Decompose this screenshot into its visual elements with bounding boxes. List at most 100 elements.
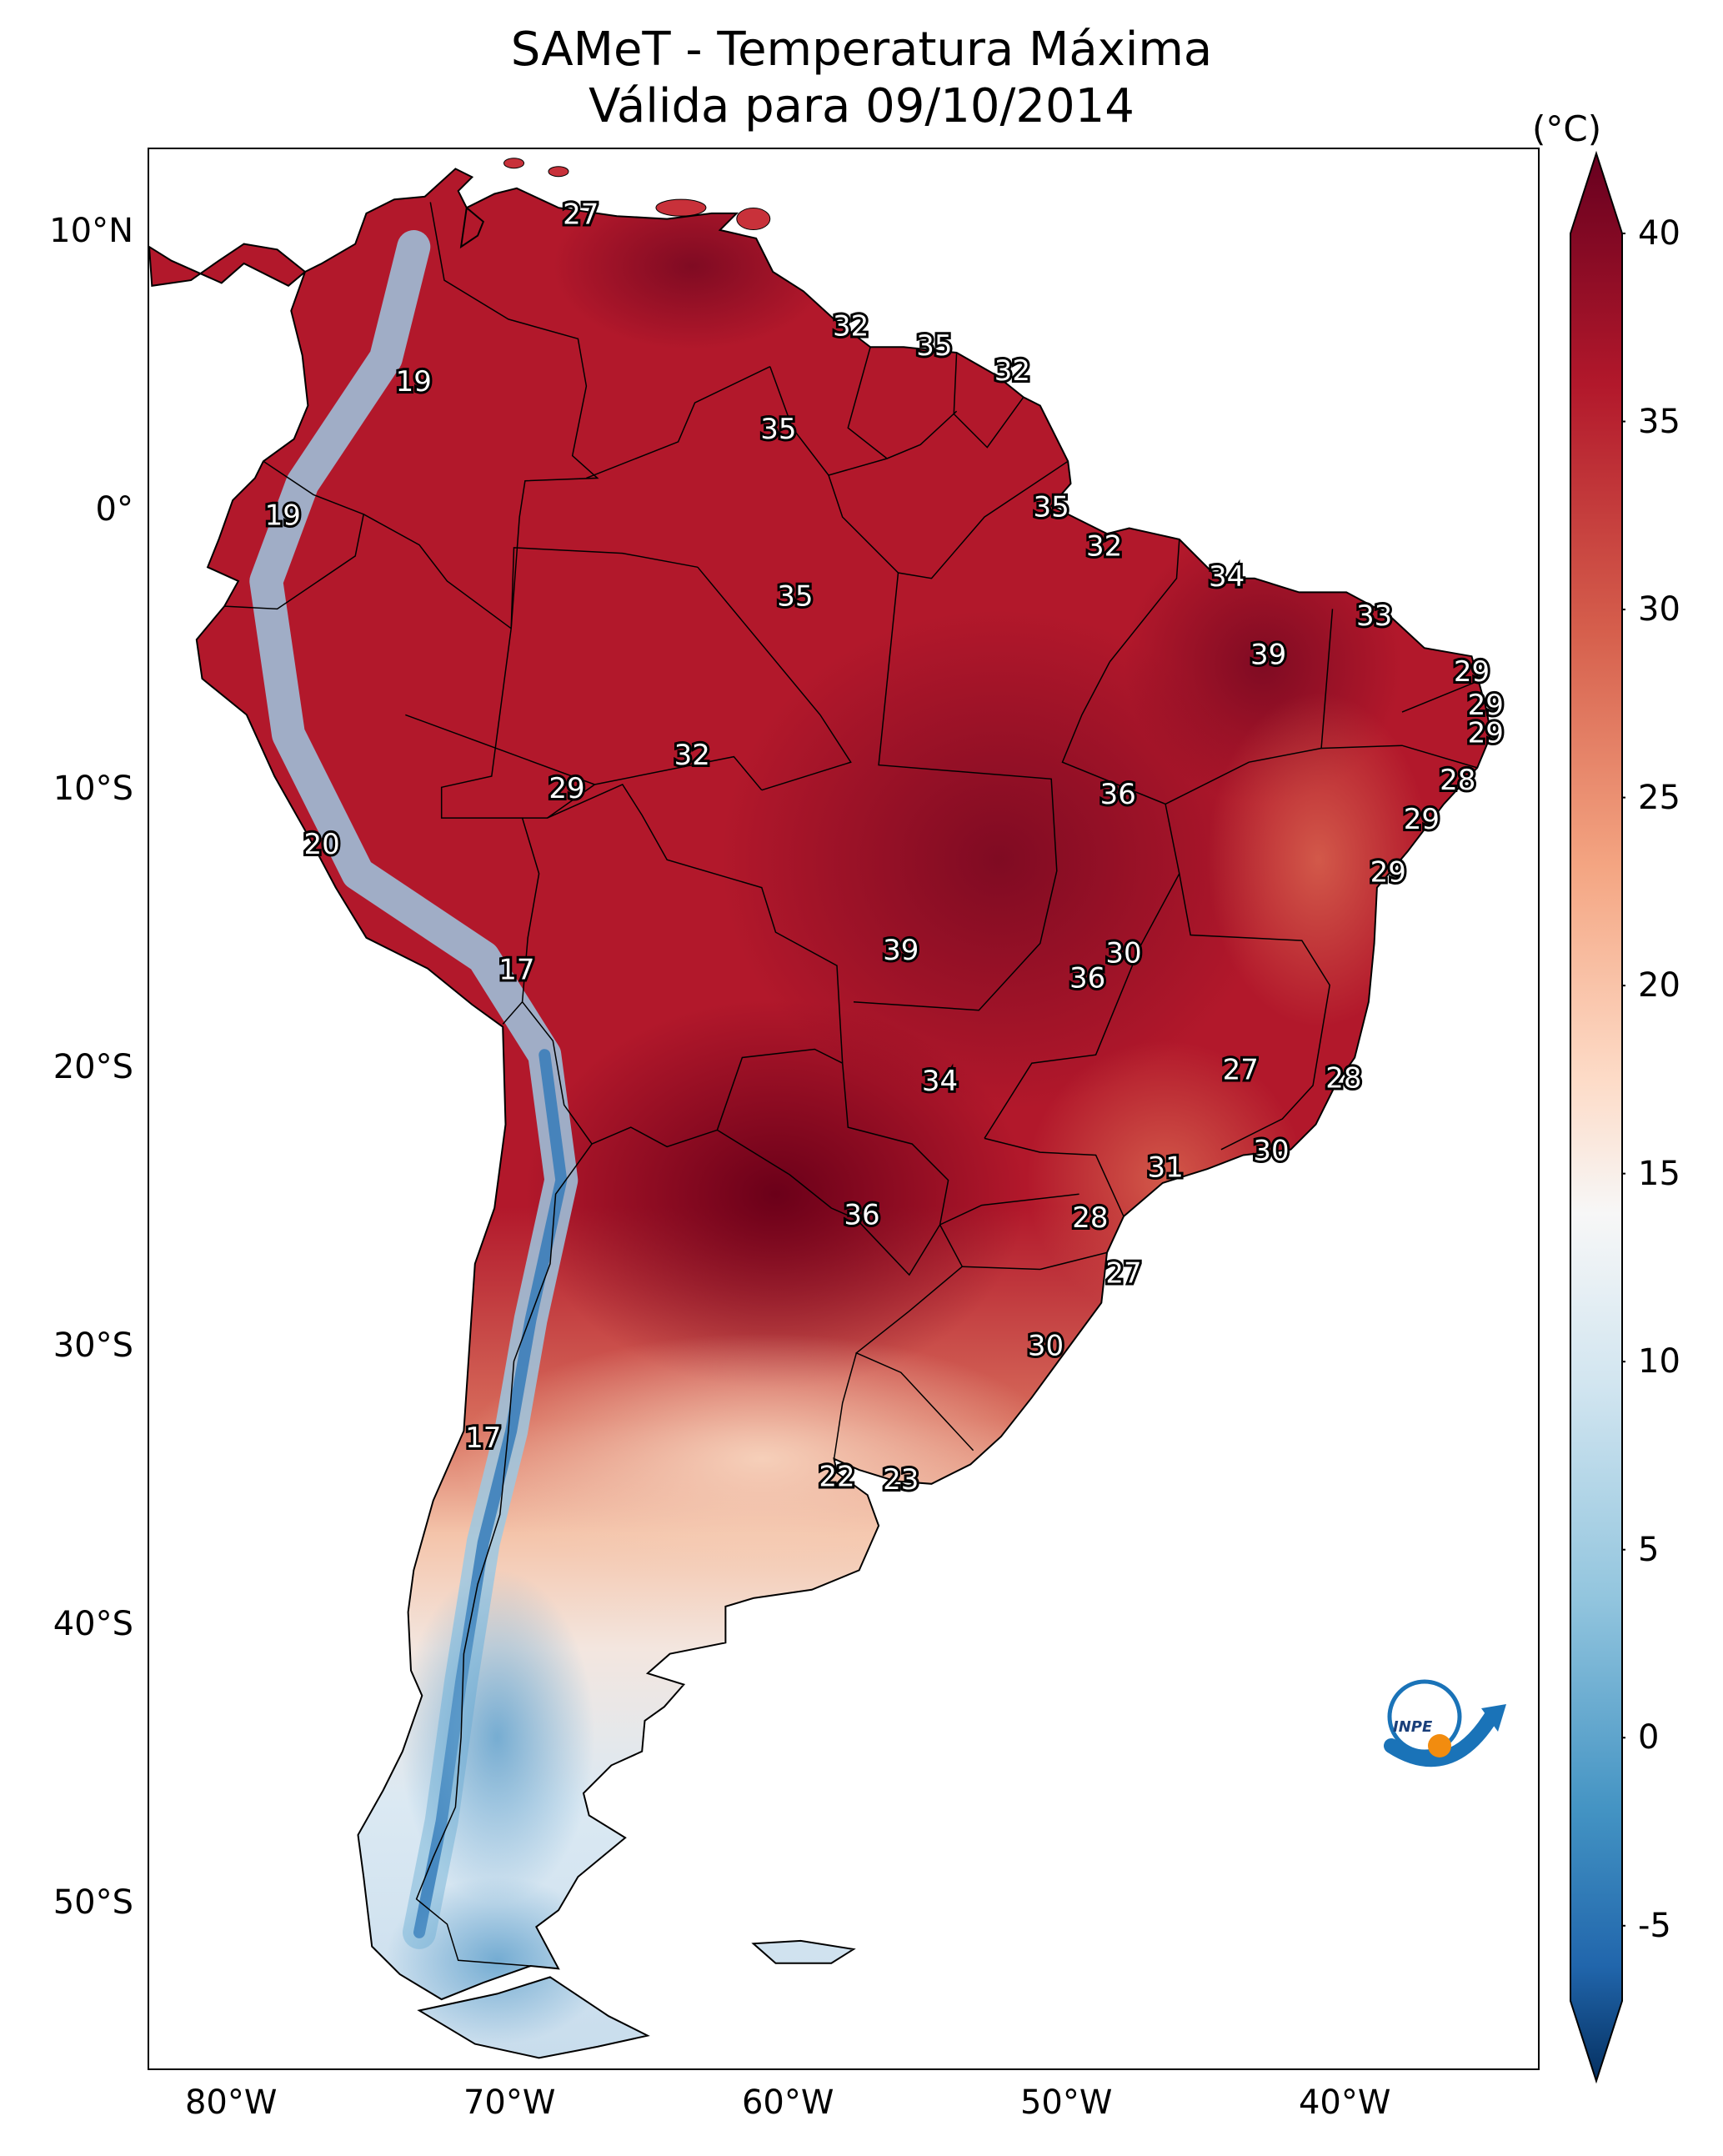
map-title-line1: SAMeT - Temperatura Máxima xyxy=(510,23,1213,77)
latitude-tick-label: 10°N xyxy=(49,212,133,251)
latitude-tick-label: 20°S xyxy=(53,1047,133,1086)
contour-label: 29 xyxy=(1454,655,1490,689)
island xyxy=(655,198,707,217)
country-borders xyxy=(224,202,1478,1967)
contour-label: 30 xyxy=(1253,1135,1289,1168)
latitude-tick-label: 40°S xyxy=(53,1605,133,1644)
contour-label: 19 xyxy=(265,499,301,533)
border-line xyxy=(224,460,365,610)
contour-label: 20 xyxy=(303,828,339,861)
longitude-tick-label: 40°W xyxy=(1298,2083,1391,2122)
contour-label: 29 xyxy=(1468,689,1504,722)
contour-label: 32 xyxy=(674,739,710,772)
contour-label: 36 xyxy=(844,1198,879,1231)
contour-label: 29 xyxy=(548,772,584,805)
colorbar-tick-label: 0 xyxy=(1638,1718,1660,1757)
border-line xyxy=(717,1063,949,1276)
contour-label: 28 xyxy=(1325,1062,1361,1096)
border-line xyxy=(522,784,844,1064)
logo-swoosh xyxy=(1384,1709,1499,1767)
colorbar-tick-label: 25 xyxy=(1638,778,1680,817)
islands xyxy=(503,158,771,231)
contour-label: 35 xyxy=(1034,491,1069,524)
contour-label: 17 xyxy=(465,1421,501,1455)
contour-label: 27 xyxy=(563,198,599,232)
hot-core-paraguay xyxy=(524,999,1027,1390)
longitude-tick-label: 70°W xyxy=(463,2083,556,2122)
contour-label: 27 xyxy=(1105,1257,1141,1291)
border-line xyxy=(1179,873,1330,1151)
border-line xyxy=(833,1352,858,1459)
colorbar-tick-label: 20 xyxy=(1638,966,1680,1005)
contour-label: 32 xyxy=(994,354,1030,388)
contour-label: 29 xyxy=(1468,716,1504,750)
contour-label: 31 xyxy=(1147,1151,1183,1185)
border-line xyxy=(429,202,599,629)
hot-core-central-brazil xyxy=(719,609,1277,1111)
border-line xyxy=(510,547,699,629)
colorbar-tick-label: 30 xyxy=(1638,590,1680,629)
colorbar-tick-label: 5 xyxy=(1638,1530,1660,1569)
border-line xyxy=(962,1251,1108,1271)
logo-sun xyxy=(1428,1734,1451,1757)
coastline xyxy=(149,168,1492,2059)
contour-label: 39 xyxy=(1250,639,1286,672)
contour-label: 30 xyxy=(1028,1330,1064,1363)
contour-label: 35 xyxy=(916,329,952,363)
border-line xyxy=(1401,680,1478,713)
inpe-logo: INPE xyxy=(1384,1679,1506,1767)
contour-label: 32 xyxy=(833,309,869,343)
border-line xyxy=(1165,609,1334,805)
latitude-tick-label: 0° xyxy=(95,490,133,529)
colorbar-tick-label: -5 xyxy=(1638,1906,1671,1945)
contour-label: 29 xyxy=(1370,855,1406,889)
map-frame: 27 32 35 32 19 35 35 19 32 34 35 33 39 29 29 29 32 28 29 36… xyxy=(148,148,1540,2070)
contour-label: 23 xyxy=(883,1463,919,1497)
contour-label: 39 xyxy=(883,934,919,967)
colorbar-tick-label: 15 xyxy=(1638,1154,1680,1193)
longitude-tick-label: 80°W xyxy=(184,2083,278,2122)
border-line xyxy=(547,755,763,819)
border-line xyxy=(415,1143,593,1967)
border-line xyxy=(854,1224,974,1452)
border-line xyxy=(984,1137,1124,1217)
border-line xyxy=(769,366,958,476)
border-line xyxy=(586,366,771,479)
temperature-field xyxy=(149,168,1491,2058)
contour-label: 22 xyxy=(819,1461,854,1494)
longitude-tick-label: 60°W xyxy=(741,2083,834,2122)
logo-arrow xyxy=(1481,1704,1506,1732)
contour-label: 28 xyxy=(1072,1201,1108,1235)
cold-patch-patagonia xyxy=(399,1570,595,1905)
colorbar-tick-label: 40 xyxy=(1638,214,1680,253)
colorbar-unit: (°C) xyxy=(1532,108,1602,149)
contour-label: 33 xyxy=(1356,599,1392,633)
contour-label: 35 xyxy=(760,413,796,446)
border-line xyxy=(853,572,1058,1011)
island xyxy=(503,158,525,169)
contour-label: 28 xyxy=(1440,764,1475,797)
contour-label: 34 xyxy=(1209,560,1245,594)
border-line xyxy=(405,714,595,785)
border-line xyxy=(847,347,888,459)
contour-label: 36 xyxy=(1069,961,1105,995)
latitude-tick-label: 10°S xyxy=(53,769,133,808)
colorbar-body xyxy=(1570,150,1623,2084)
island xyxy=(736,208,771,231)
colorbar xyxy=(1570,150,1625,2084)
latitude-tick-label: 50°S xyxy=(53,1883,133,1923)
border-line xyxy=(1321,745,1478,769)
border-line xyxy=(828,460,1069,579)
colorbar-tick-label: 10 xyxy=(1638,1342,1680,1381)
contour-label: 27 xyxy=(1223,1054,1259,1087)
contour-label: 35 xyxy=(777,580,813,614)
contour-label: 32 xyxy=(1086,529,1122,563)
border-line xyxy=(939,1193,1079,1226)
contour-label: 29 xyxy=(1404,803,1440,836)
contour-label: 19 xyxy=(396,365,432,399)
map-title-line2: Válida para 09/10/2014 xyxy=(589,79,1134,133)
contour-label: 30 xyxy=(1105,936,1141,970)
logo-text: INPE xyxy=(1393,1718,1433,1736)
